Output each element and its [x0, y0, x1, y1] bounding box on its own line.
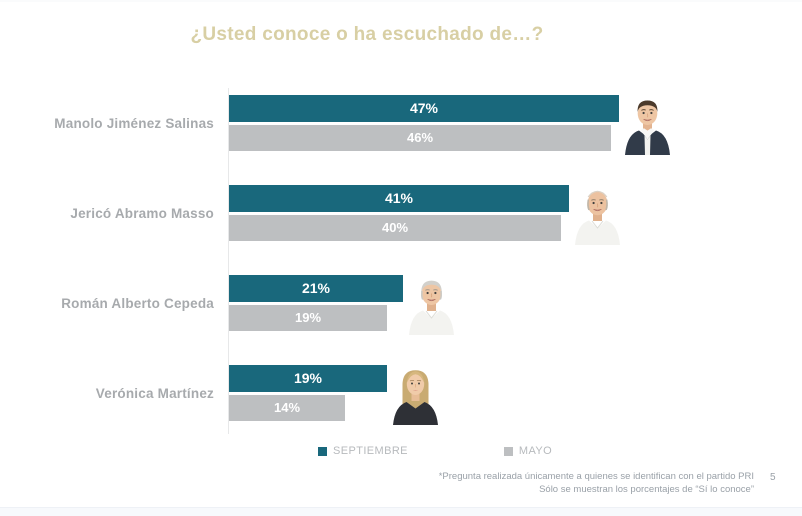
- bar-may: 14%: [229, 395, 345, 421]
- legend-item-may: MAYO: [503, 445, 553, 457]
- legend: SEPTIEMBRE MAYO: [318, 445, 552, 457]
- manolo-jimenez-photo: [624, 92, 671, 155]
- bar-september: 19%: [229, 365, 387, 392]
- bar-september: 41%: [229, 185, 569, 212]
- bar-group: 41% 40%: [229, 182, 621, 245]
- page-title: ¿Usted conoce o ha escuchado de…?: [190, 24, 544, 45]
- bar-september: 47%: [229, 95, 619, 122]
- candidate-avatar-icon: [392, 362, 439, 425]
- candidate-label: Román Alberto Cepeda: [61, 295, 214, 311]
- axis-line: [228, 88, 229, 434]
- candidate-avatar-icon: [574, 182, 621, 245]
- bar-september: 21%: [229, 275, 403, 302]
- footnote: *Pregunta realizada únicamente a quienes…: [294, 471, 754, 496]
- bar-may: 46%: [229, 125, 611, 151]
- bar-value-label: 46%: [406, 130, 434, 145]
- bar-may: 40%: [229, 215, 561, 241]
- legend-swatch-september: [318, 446, 327, 456]
- candidate-avatar-icon: [624, 92, 671, 155]
- legend-item-september: SEPTIEMBRE: [318, 445, 408, 457]
- bar-group: 47% 46%: [229, 92, 671, 155]
- bar-value-label: 21%: [301, 280, 331, 296]
- legend-label: SEPTIEMBRE: [333, 445, 408, 457]
- footnote-line-1: *Pregunta realizada únicamente a quienes…: [438, 471, 754, 482]
- bar-value-label: 47%: [409, 100, 439, 116]
- page-number: 5: [770, 472, 776, 483]
- bar-value-label: 40%: [381, 220, 409, 235]
- jerico-abramo-photo: [574, 182, 621, 245]
- veronica-martinez-photo: [392, 362, 439, 425]
- footnote-line-2: Sólo se muestran los porcentajes de “Sí …: [539, 483, 754, 495]
- bar-group: 19% 14%: [229, 362, 439, 425]
- bar-value-label: 41%: [384, 190, 414, 206]
- legend-label: MAYO: [518, 445, 553, 457]
- bar-value-label: 19%: [293, 370, 323, 386]
- bar-value-label: 14%: [273, 400, 301, 415]
- legend-swatch-may: [503, 446, 513, 456]
- candidate-label: Manolo Jiménez Salinas: [54, 115, 214, 131]
- bottom-edge-strip: [0, 507, 802, 516]
- top-edge-strip: [0, 0, 802, 2]
- table-row: Jericó Abramo Masso 41% 40%: [0, 182, 802, 245]
- roman-cepeda-photo: [408, 272, 455, 335]
- table-row: Manolo Jiménez Salinas 47% 46%: [0, 92, 802, 155]
- bar-may: 19%: [229, 305, 387, 331]
- bar-value-label: 19%: [294, 310, 322, 325]
- candidate-label: Verónica Martínez: [95, 385, 214, 401]
- candidate-label: Jericó Abramo Masso: [70, 205, 214, 221]
- bar-group: 21% 19%: [229, 272, 455, 335]
- table-row: Verónica Martínez 19% 14%: [0, 362, 802, 425]
- table-row: Román Alberto Cepeda 21% 19%: [0, 272, 802, 335]
- candidate-avatar-icon: [408, 272, 455, 335]
